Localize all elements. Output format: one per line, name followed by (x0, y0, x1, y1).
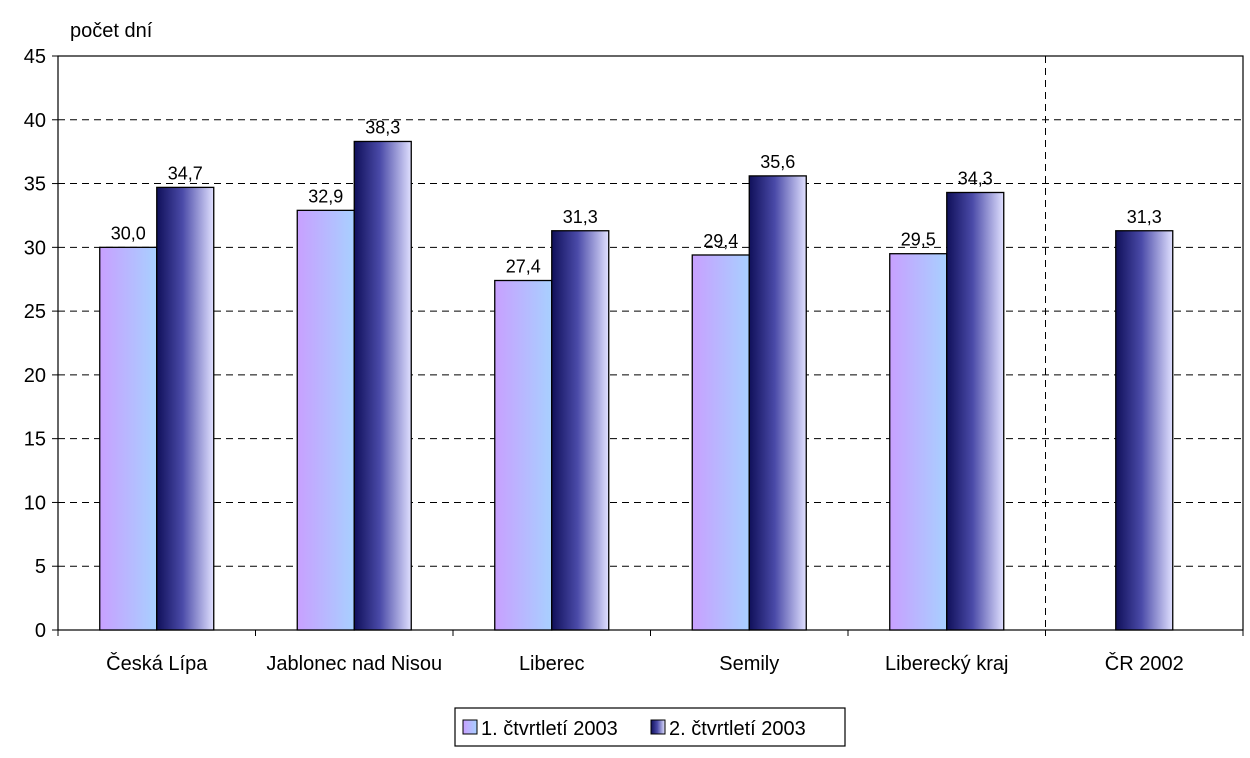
bar-series-2 (748, 175, 807, 631)
x-category-label: Česká Lípa (106, 652, 208, 675)
x-category-label: ČR 2002 (1105, 652, 1184, 675)
y-tick-label: 5 (35, 556, 46, 578)
bar-series-1 (889, 253, 948, 631)
bar-series-2 (1115, 230, 1174, 631)
bars (99, 140, 1174, 631)
y-tick-label: 40 (24, 110, 46, 132)
data-label: 27,4 (506, 256, 541, 276)
gridlines (58, 56, 1243, 636)
data-label: 35,6 (760, 152, 795, 172)
bar-series-2 (156, 186, 215, 631)
y-tick-label: 15 (24, 429, 46, 451)
y-tick-label: 20 (24, 365, 46, 387)
bar-series-1 (691, 254, 750, 631)
data-label: 31,3 (563, 207, 598, 227)
y-tick-label: 10 (24, 492, 46, 514)
bar-series-2 (551, 230, 610, 631)
bar-series-2 (353, 140, 412, 631)
y-axis-label: počet dní (70, 20, 153, 42)
legend-label-series-1: 1. čtvrtletí 2003 (481, 718, 618, 740)
x-category-label: Jablonec nad Nisou (266, 653, 442, 675)
data-label: 34,7 (168, 163, 203, 183)
legend-label-series-2: 2. čtvrtletí 2003 (669, 718, 806, 740)
y-tick-label: 35 (24, 174, 46, 196)
y-tick-label: 25 (24, 301, 46, 323)
plot-frame (57, 55, 1244, 631)
data-label: 29,5 (901, 230, 936, 250)
y-tick-label: 45 (24, 46, 46, 68)
y-tick-label: 30 (24, 237, 46, 259)
data-label: 31,3 (1127, 207, 1162, 227)
data-label: 29,4 (703, 231, 738, 251)
data-label: 30,0 (111, 223, 146, 243)
bar-series-1 (296, 209, 355, 631)
legend-swatch-series-2 (650, 719, 666, 735)
bar-series-1 (99, 246, 158, 631)
legend: 1. čtvrtletí 2003 2. čtvrtletí 2003 (454, 707, 846, 747)
bar-series-1 (494, 279, 553, 631)
data-label: 32,9 (308, 186, 343, 206)
data-labels: 30,0 34,7 32,9 38,3 27,4 31,3 29,4 35,6 29,5 34,3… (111, 117, 1162, 276)
bar-series-2 (946, 191, 1005, 631)
axes: 0 5 10 15 20 25 30 35 40 45 Česká Lípa Jablonec nad… (24, 46, 1244, 675)
legend-swatch-series-1 (462, 719, 478, 735)
data-label: 34,3 (958, 168, 993, 188)
y-tick-label: 0 (35, 620, 46, 642)
x-category-label: Liberecký kraj (885, 653, 1008, 675)
data-label: 38,3 (365, 117, 400, 137)
x-category-label: Semily (719, 653, 779, 675)
x-category-label: Liberec (519, 653, 585, 675)
legend-box (454, 707, 846, 747)
